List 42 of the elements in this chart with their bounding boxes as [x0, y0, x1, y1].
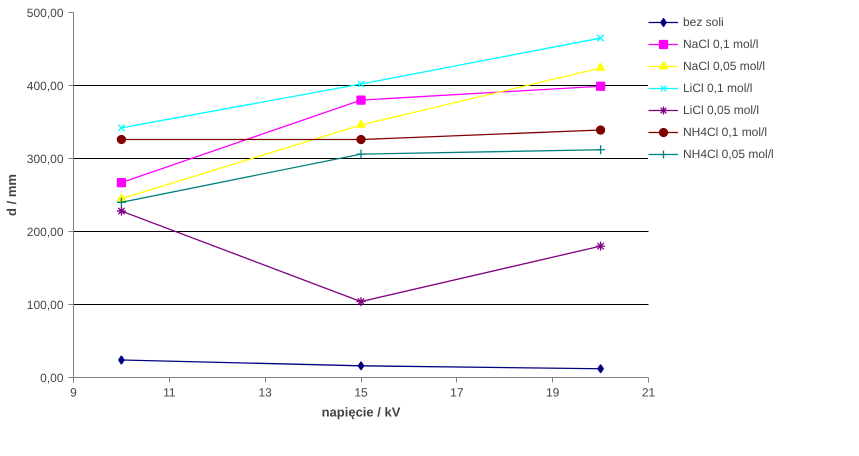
y-tick-label: 0,00 — [40, 371, 64, 385]
point — [597, 364, 604, 374]
point — [116, 206, 127, 216]
y-axis-title: d / mm — [4, 174, 19, 216]
y-tick-label: 100,00 — [26, 298, 64, 312]
y-tick-label: 400,00 — [26, 79, 64, 93]
x-tick-label: 9 — [70, 386, 78, 400]
point — [595, 240, 606, 252]
point — [116, 178, 126, 188]
point — [596, 62, 606, 71]
point — [356, 296, 366, 307]
point — [116, 134, 126, 144]
legend-label: LiCl 0,1 mol/l — [683, 81, 752, 95]
y-tick-label: 500,00 — [26, 6, 64, 20]
point — [118, 124, 126, 132]
x-tick-label: 19 — [546, 386, 560, 400]
x-axis-title: napięcie / kV — [322, 404, 401, 420]
point — [356, 148, 366, 160]
point — [358, 361, 364, 370]
point — [596, 34, 604, 42]
point — [595, 144, 606, 155]
point — [596, 125, 606, 135]
x-tick-label: 15 — [354, 386, 368, 400]
point — [356, 95, 366, 105]
legend-label: NaCl 0,05 mol/l — [683, 59, 766, 73]
point — [356, 134, 366, 144]
point — [357, 80, 365, 88]
y-tick-label: 200,00 — [26, 225, 64, 239]
x-tick-label: 21 — [642, 386, 656, 400]
point — [596, 82, 606, 91]
x-tick-label: 13 — [258, 386, 272, 400]
y-tick-label: 300,00 — [26, 152, 64, 166]
x-tick-label: 11 — [163, 386, 176, 400]
legend-label: bez soli — [683, 15, 724, 29]
point — [116, 197, 127, 208]
legend-label: NaCl 0,1 mol/l — [683, 37, 758, 51]
point — [356, 120, 366, 128]
legend-label: NH4Cl 0,05 mol/l — [683, 147, 774, 161]
point — [118, 355, 125, 365]
legend-label: LiCl 0,05 mol/l — [683, 103, 760, 117]
legend-label: NH4Cl 0,1 mol/l — [683, 125, 768, 139]
x-tick-label: 17 — [450, 386, 464, 400]
